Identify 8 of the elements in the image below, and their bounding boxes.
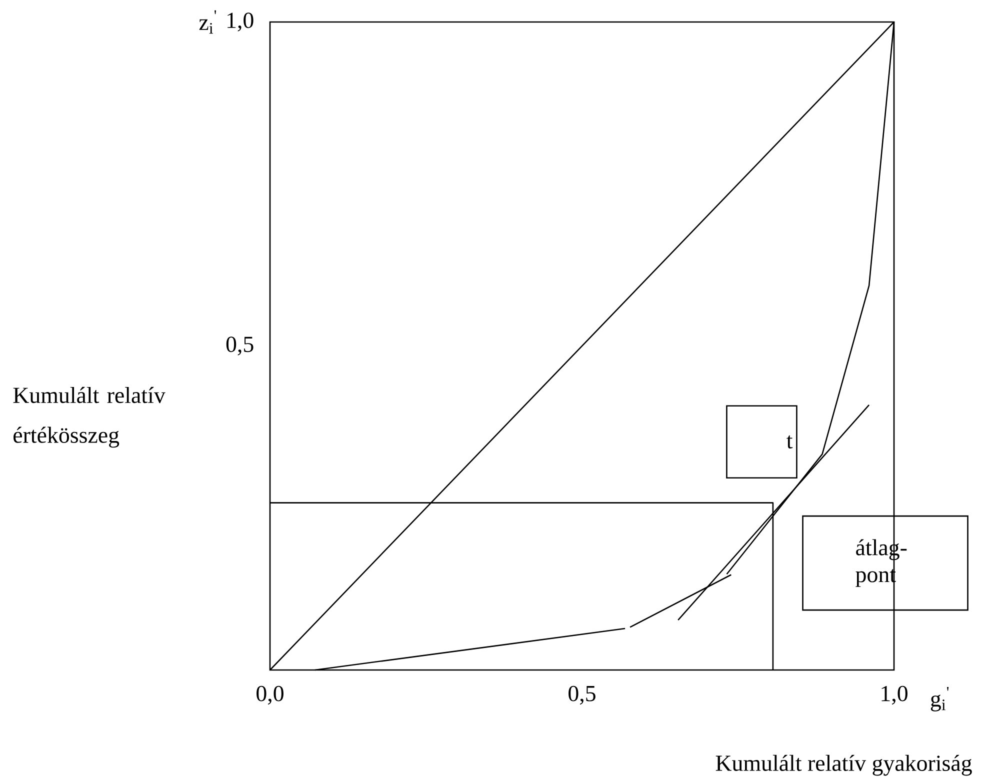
x-tick-label: 0,5 <box>568 686 596 705</box>
text: z$_{i}$' <box>199 10 216 34</box>
x-tick-label: 0,0 <box>256 686 284 705</box>
text: g$_{i}$' <box>930 686 949 712</box>
x-tick-label: 1,0 <box>882 686 908 705</box>
annotation: t <box>786 435 793 448</box>
x-axis-title: Kumulált relatív gyakoriság <box>716 754 972 776</box>
y-axis-title: Kumulált relatív értékösszeg <box>13 386 166 448</box>
